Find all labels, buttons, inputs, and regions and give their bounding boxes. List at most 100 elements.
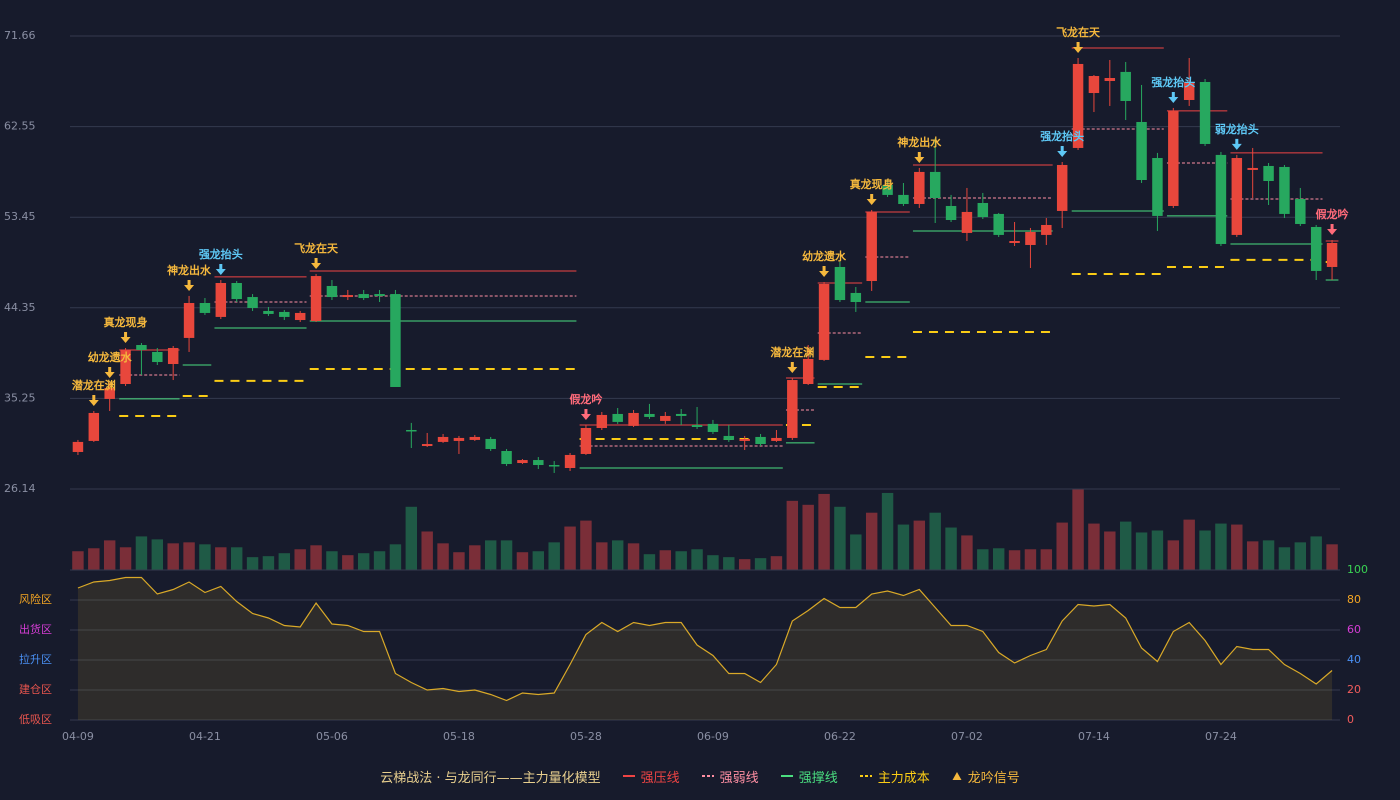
candle-body: [691, 425, 703, 428]
signal-arrow: [787, 361, 798, 373]
legend-item: 强压线: [622, 767, 680, 786]
legend-swatch: [952, 772, 962, 780]
candle-body: [1041, 224, 1052, 235]
volume-bar: [405, 506, 418, 570]
candle-body: [342, 295, 354, 298]
candle-body: [1310, 226, 1322, 271]
candle-body: [374, 294, 385, 297]
signal-label: 潜龙在渊: [770, 345, 814, 359]
volume-bar: [881, 492, 894, 570]
candle-body: [961, 211, 973, 233]
volume-bar: [564, 526, 576, 570]
candle-body: [1326, 242, 1338, 267]
signal-arrow: [1073, 41, 1084, 53]
signal-label: 强龙抬头: [1040, 129, 1084, 143]
candle-body: [1263, 165, 1274, 181]
signal-arrow: [1168, 91, 1179, 103]
line: [77, 576, 1333, 702]
candle-body: [199, 303, 211, 313]
volume-bar: [611, 540, 624, 570]
legend: 云梯战法 · 与龙同行——主力量化模型 强压线 强弱线 强撑线 主力成本 龙吟信号: [0, 765, 1400, 787]
legend-swatch: [780, 775, 793, 777]
volume-bar: [834, 506, 846, 570]
volume-bar: [770, 556, 783, 570]
volume-bar: [1326, 544, 1338, 570]
volume-bar: [1294, 542, 1307, 570]
volume-bar: [913, 520, 926, 570]
volume-bar: [103, 540, 116, 570]
volume-bar: [1088, 523, 1100, 570]
candle-body: [882, 184, 893, 195]
volume-bar: [516, 552, 529, 570]
signal-label: 飞龙在天: [294, 241, 339, 255]
candle-body: [1199, 81, 1211, 144]
signal-label: 强龙抬头: [199, 247, 243, 261]
zone-label: 拉升区: [19, 652, 52, 666]
candle-body: [247, 297, 258, 308]
x-tick-label: 06-09: [697, 730, 729, 743]
candle-body: [437, 436, 449, 442]
y2-tick-label: 60: [1347, 623, 1361, 636]
volume-bar: [373, 551, 386, 570]
volume-bar: [294, 549, 306, 570]
signal-label: 幼龙遗水: [88, 350, 133, 364]
candle-body: [533, 460, 544, 466]
legend-label: 龙吟信号: [967, 770, 1020, 786]
signal-label: 潜龙在渊: [72, 378, 116, 392]
volume-bar: [1199, 530, 1211, 570]
volume-bar: [278, 553, 291, 570]
volume-bar: [1040, 549, 1053, 570]
volume-bar: [199, 544, 211, 570]
candle-body: [755, 436, 766, 445]
candle-body: [1136, 121, 1147, 181]
volume-bar: [215, 547, 227, 570]
signal-arrow: [1327, 224, 1338, 236]
candle-body: [152, 351, 163, 363]
volume-bar: [865, 512, 878, 570]
volume-bar: [310, 545, 322, 570]
candle-body: [723, 435, 735, 440]
volume-bar: [691, 549, 703, 570]
volume-bar: [1008, 550, 1021, 570]
candle-body: [1279, 166, 1290, 214]
candle-body: [1104, 77, 1116, 81]
candle-body: [215, 283, 227, 317]
signal-label: 真龙现身: [104, 315, 148, 329]
candle-body: [945, 205, 957, 221]
candle-body: [406, 429, 417, 432]
volume-bar: [977, 549, 989, 570]
candle-body: [310, 276, 322, 322]
candle-body: [453, 437, 465, 441]
volume-bar: [1183, 519, 1195, 570]
x-tick-label: 06-22: [824, 730, 856, 743]
legend-label: 主力成本: [877, 770, 930, 786]
legend-item: 龙吟信号: [952, 767, 1020, 786]
volume-bar: [1262, 540, 1275, 570]
y-tick-label: 53.45: [4, 210, 36, 223]
legend-triangle: [952, 772, 962, 780]
candle-body: [580, 427, 592, 454]
signal-arrow: [215, 264, 226, 276]
volume-bar: [437, 543, 449, 570]
volume-bar: [151, 539, 164, 570]
volume-bar: [818, 493, 830, 570]
zone-label: 低吸区: [19, 713, 52, 726]
candle-body: [1088, 76, 1100, 94]
candle-body: [1009, 241, 1020, 243]
zone-label: 建仓区: [19, 682, 52, 696]
candle-body: [501, 450, 512, 465]
legend-label: 强弱线: [719, 770, 759, 786]
volume-bar: [929, 512, 941, 570]
candle-body: [1215, 154, 1227, 244]
signal-label: 幼龙遗水: [802, 249, 847, 263]
y-tick-label: 62.55: [4, 120, 36, 133]
candle-body: [993, 213, 1004, 235]
volume-bar: [897, 524, 910, 570]
volume-bar: [469, 545, 481, 570]
volume-bar: [88, 548, 100, 570]
candle-body: [977, 202, 989, 218]
legend-item: 强撑线: [780, 767, 838, 786]
candle-body: [88, 412, 100, 441]
signal-arrow: [184, 279, 195, 291]
candle-body: [628, 412, 639, 426]
